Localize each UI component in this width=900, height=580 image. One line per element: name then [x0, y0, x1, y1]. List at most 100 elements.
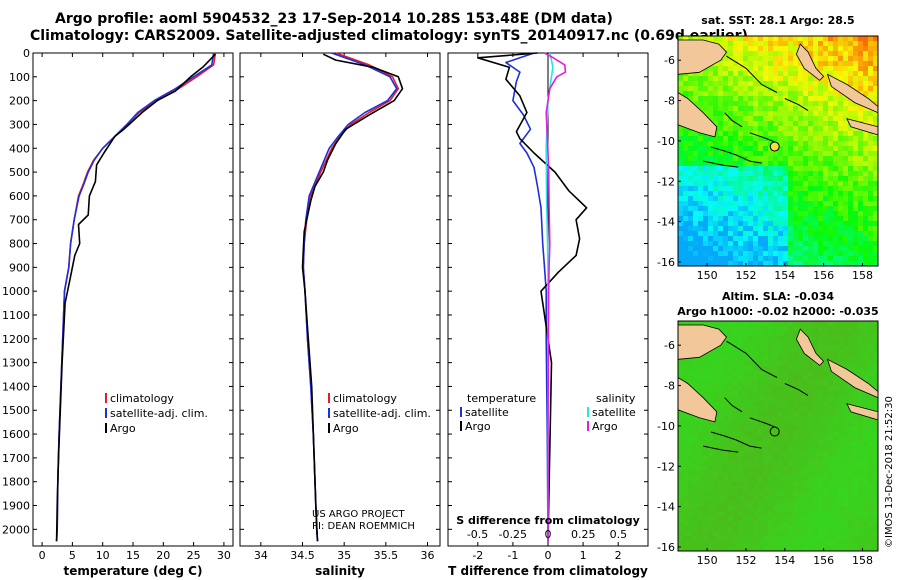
sst_map-cell	[758, 141, 764, 147]
sla_map-cell	[798, 356, 804, 362]
sst_map-cell	[873, 201, 878, 207]
sla_map-cell	[693, 386, 699, 392]
sla_map-cell	[718, 436, 724, 442]
sla_map-cell	[803, 536, 809, 542]
sst_map-cell	[848, 186, 854, 192]
sla_map-cell	[773, 411, 779, 417]
sst_map-cell	[803, 171, 809, 177]
sla_map-cell	[688, 441, 694, 447]
sla_map-cell	[858, 456, 864, 462]
sla_map-cell	[823, 391, 829, 397]
sst_map-cell	[773, 156, 779, 162]
sla_map-cell	[743, 451, 749, 457]
sla_map-cell	[778, 446, 784, 452]
sst_map-cell	[778, 231, 784, 237]
sla_map-cell	[708, 461, 714, 467]
sst_map-cell	[828, 46, 834, 52]
sst_map-cell	[728, 171, 734, 177]
sla_map-cell	[848, 426, 854, 432]
sst_map-cell	[763, 141, 769, 147]
difference-x-axis-label: T difference from climatology	[448, 564, 648, 578]
sla_map-cell	[793, 546, 799, 551]
sst_map-cell	[723, 166, 729, 172]
sst_map-cell	[713, 241, 719, 247]
sla_map-cell	[733, 486, 739, 492]
sla_map-cell	[688, 426, 694, 432]
sst_map-cell	[783, 221, 789, 227]
sla_map-cell	[733, 536, 739, 542]
sla_map-cell	[833, 351, 839, 357]
sla_map-cell	[728, 351, 734, 357]
sla_map-cell	[813, 336, 819, 342]
sla_map-cell	[773, 441, 779, 447]
sst_map-cell	[718, 246, 724, 252]
sla_map-cell	[798, 396, 804, 402]
sla_map-cell	[753, 536, 759, 542]
sst_map-cell	[743, 121, 749, 127]
sla_map-cell	[713, 436, 719, 442]
sst_map-cell	[823, 241, 829, 247]
sla_map-cell	[688, 501, 694, 507]
sla_map-cell	[713, 526, 719, 532]
sla_map-cell	[698, 376, 704, 382]
sst_map-cell	[758, 126, 764, 132]
sst_map-cell	[773, 231, 779, 237]
sst_map-cell	[828, 186, 834, 192]
sst_map-cell	[768, 231, 774, 237]
sst_map-cell	[743, 81, 749, 87]
sla_map-cell	[748, 366, 754, 372]
sst_map-cell	[813, 226, 819, 232]
sla_map-cell	[703, 546, 709, 551]
sst_map-cell	[868, 86, 874, 92]
sst_map-cell	[713, 106, 719, 112]
sla_map-cell	[868, 461, 874, 467]
sst_map-cell	[683, 241, 689, 247]
sla_map-cell	[743, 341, 749, 347]
sla_map-cell	[813, 481, 819, 487]
sst_map-cell	[713, 36, 719, 42]
sst_map-cell	[868, 81, 874, 87]
sla_map-cell	[678, 476, 684, 482]
sla_map-cell	[738, 391, 744, 397]
sla_map-cell	[768, 366, 774, 372]
sst_map-cell	[723, 186, 729, 192]
sla_map-cell	[728, 546, 734, 551]
sst_map-frame	[677, 35, 879, 267]
sst_map-cell	[838, 166, 844, 172]
sla_map-cell	[843, 436, 849, 442]
sst_map-cell	[718, 171, 724, 177]
sst_map-cell	[728, 66, 734, 72]
sla_map-cell	[728, 391, 734, 397]
sla_map-cell	[838, 336, 844, 342]
sla_map-cell	[873, 546, 878, 551]
sla_map-cell	[868, 441, 874, 447]
sst_map-cell	[783, 241, 789, 247]
sst_map-cell	[698, 216, 704, 222]
sst_map-cell	[813, 56, 819, 62]
sst_map-cell	[723, 161, 729, 167]
sst_map-cell	[748, 61, 754, 67]
sst_map-cell	[723, 96, 729, 102]
sst_map-cell	[828, 236, 834, 242]
sla_map-cell	[788, 546, 794, 551]
sla_map-cell	[868, 366, 874, 372]
sst_map-cell	[873, 171, 878, 177]
sla_map-cell	[803, 466, 809, 472]
sst_map-cell	[843, 46, 849, 52]
sla_map-cell	[873, 461, 878, 467]
sla_map-cell	[873, 421, 878, 427]
sst_map-cell	[818, 236, 824, 242]
sla_map-cell	[868, 401, 874, 407]
sst_map-cell	[803, 166, 809, 172]
sla_map-cell	[823, 401, 829, 407]
sla_map-cell	[838, 441, 844, 447]
sst_map-cell	[828, 221, 834, 227]
sla_map-cell	[838, 526, 844, 532]
sla_map-cell	[748, 526, 754, 532]
sla_map-cell	[753, 456, 759, 462]
sla_map-cell	[843, 511, 849, 517]
diff-legend-t-argo-label: Argo	[465, 420, 491, 433]
sla_map-cell	[858, 371, 864, 377]
sla_map-cell	[743, 491, 749, 497]
sst_map-cell	[853, 36, 859, 42]
